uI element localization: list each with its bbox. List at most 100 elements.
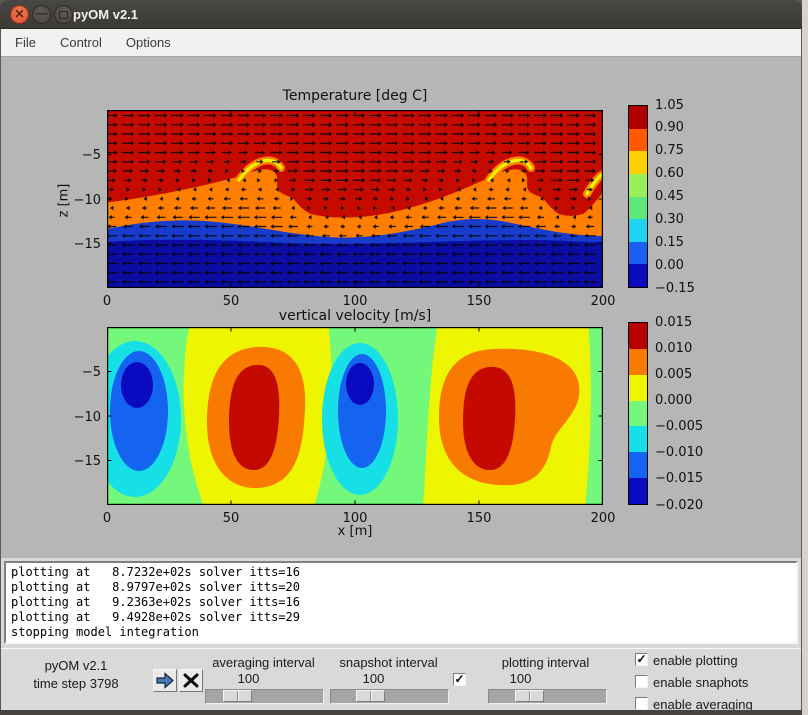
plot2-xtick-label: 0	[102, 511, 112, 526]
stop-button[interactable]	[179, 669, 203, 692]
colorbar-segment	[629, 151, 647, 174]
plot2-xtick-label: 150	[466, 511, 492, 526]
colorbar-tick-label: 0.45	[655, 189, 684, 204]
colorbar-tick-label: 0.75	[655, 143, 684, 159]
titlebar[interactable]: ✕ — pyOM v2.1	[0, 0, 802, 29]
colorbar-segment	[629, 128, 647, 152]
colorbar-tick-label: 0.005	[655, 366, 693, 382]
colorbar-segment	[629, 348, 647, 375]
temperature-colorbar	[628, 105, 648, 288]
colorbar-segment	[629, 173, 647, 197]
plotting-interval-value: 100	[509, 671, 532, 686]
averaging-interval-slider[interactable]	[205, 689, 324, 704]
plot2-xlabel: x [m]	[337, 524, 373, 539]
colorbar-segment	[629, 426, 647, 453]
plot2-xtick-label: 200	[590, 511, 616, 526]
minimize-button[interactable]: —	[32, 5, 51, 24]
plot1-xtick-label: 100	[342, 294, 368, 309]
colorbar-segment	[629, 106, 647, 129]
snapshot-interval-slider[interactable]	[330, 689, 449, 704]
upwelling-cell-1	[207, 346, 306, 489]
plot2-ytick-label: −15	[73, 454, 101, 469]
plot2-title: vertical velocity [m/s]	[278, 308, 432, 324]
temperature-plot	[107, 110, 603, 288]
plot1-ytick-label: −10	[73, 192, 101, 208]
plot2-xtick-label: 100	[342, 511, 368, 526]
enable-averaging-checkbox[interactable]	[635, 697, 648, 710]
colorbar-tick-label: 0.015	[655, 314, 693, 330]
app-label: pyOM v2.1	[44, 658, 108, 673]
run-button[interactable]	[153, 669, 177, 692]
plotting-slider-handle[interactable]	[515, 690, 544, 702]
plot2-xtick-label: 50	[222, 511, 240, 526]
upwelling-cell-2	[439, 348, 580, 486]
colorbar-segment	[629, 323, 647, 349]
colorbar-segment	[629, 400, 647, 427]
log-frame: plotting at 8.7232e+02s solver itts=16 pl…	[1, 558, 801, 648]
vertical-velocity-plot	[107, 327, 603, 505]
window-bottom-edge	[0, 710, 802, 715]
log-line: stopping model integration	[11, 625, 199, 639]
enable-snapshots-label: enable snaphots	[653, 675, 749, 690]
enable-plotting-checkbox[interactable]: ✓	[635, 652, 648, 666]
colorbar-tick-label: 1.05	[655, 97, 684, 113]
timestep-label: time step 3798	[33, 676, 119, 691]
colorbar-tick-label: −0.020	[655, 497, 704, 513]
run-arrow-icon	[156, 672, 174, 689]
colorbar-tick-label: 0.000	[655, 392, 693, 408]
averaging-interval-label: averaging interval	[212, 655, 315, 670]
menu-item-options[interactable]: Options	[125, 34, 171, 50]
averaging-slider-handle[interactable]	[223, 690, 252, 702]
menu-item-file[interactable]: File	[15, 34, 36, 50]
enable-plotting-label: enable plotting	[653, 653, 738, 668]
stop-x-icon	[183, 673, 199, 688]
downwelling-cell-1	[107, 341, 181, 497]
snapshot-slider-handle[interactable]	[356, 690, 385, 702]
colorbar-tick-label: −0.010	[655, 445, 704, 461]
menu-item-control[interactable]: Control	[59, 34, 102, 50]
plotting-interval-label: plotting interval	[501, 655, 590, 670]
plot1-title: Temperature [deg C]	[282, 88, 428, 104]
colorbar-tick-label: 0.010	[655, 340, 693, 356]
plot1-ytick-label: −15	[73, 237, 101, 252]
maximize-icon	[59, 11, 68, 19]
maximize-button[interactable]	[54, 5, 73, 24]
enable-snapshots-checkbox[interactable]	[635, 675, 648, 688]
plot1-xtick-label: 50	[222, 294, 240, 309]
menubar: File Control Options	[1, 29, 801, 57]
colorbar-segment	[629, 452, 647, 479]
colorbar-tick-label: 0.60	[655, 166, 684, 182]
colorbar-tick-label: 0.30	[655, 211, 684, 227]
log-output[interactable]: plotting at 8.7232e+02s solver itts=16 pl…	[4, 561, 798, 644]
colorbar-tick-label: −0.005	[655, 419, 704, 435]
colorbar-segment	[629, 196, 647, 220]
colorbar-segment	[629, 219, 647, 242]
colorbar-segment	[629, 374, 647, 401]
plotting-interval-slider[interactable]	[488, 689, 607, 704]
colorbar-segment	[629, 241, 647, 265]
averaging-interval-value: 100	[237, 671, 260, 686]
log-line: plotting at 9.4928e+02s solver itts=29	[11, 610, 300, 624]
window-title: pyOM v2.1	[73, 7, 139, 22]
plot1-xtick-label: 0	[102, 294, 112, 309]
colorbar-segment	[629, 264, 647, 287]
colorbar-tick-label: 0.15	[655, 234, 684, 250]
snapshot-interval-label: snapshot interval	[339, 655, 438, 670]
plot1-xtick-label: 200	[590, 294, 616, 309]
quiver-arrows	[107, 113, 597, 285]
enable-averaging-label: enable averaging	[653, 697, 753, 712]
log-line: plotting at 8.9797e+02s solver itts=20	[11, 580, 300, 594]
minimize-icon: —	[35, 6, 48, 20]
colorbar-tick-label: 0.00	[655, 257, 684, 273]
figure-canvas: Temperature [deg C] z [m]	[1, 57, 801, 558]
close-button[interactable]: ✕	[10, 5, 29, 24]
snapshot-checkbox[interactable]: ✓	[453, 672, 466, 686]
colorbar-segment	[629, 478, 647, 504]
colorbar-tick-label: −0.15	[655, 280, 695, 296]
velocity-colorbar	[628, 322, 648, 505]
colorbar-tick-label: 0.90	[655, 120, 684, 136]
plot2-ytick-label: −10	[73, 409, 101, 425]
log-line: plotting at 9.2363e+02s solver itts=16	[11, 595, 300, 609]
plot1-ytick-label: −5	[81, 148, 101, 163]
